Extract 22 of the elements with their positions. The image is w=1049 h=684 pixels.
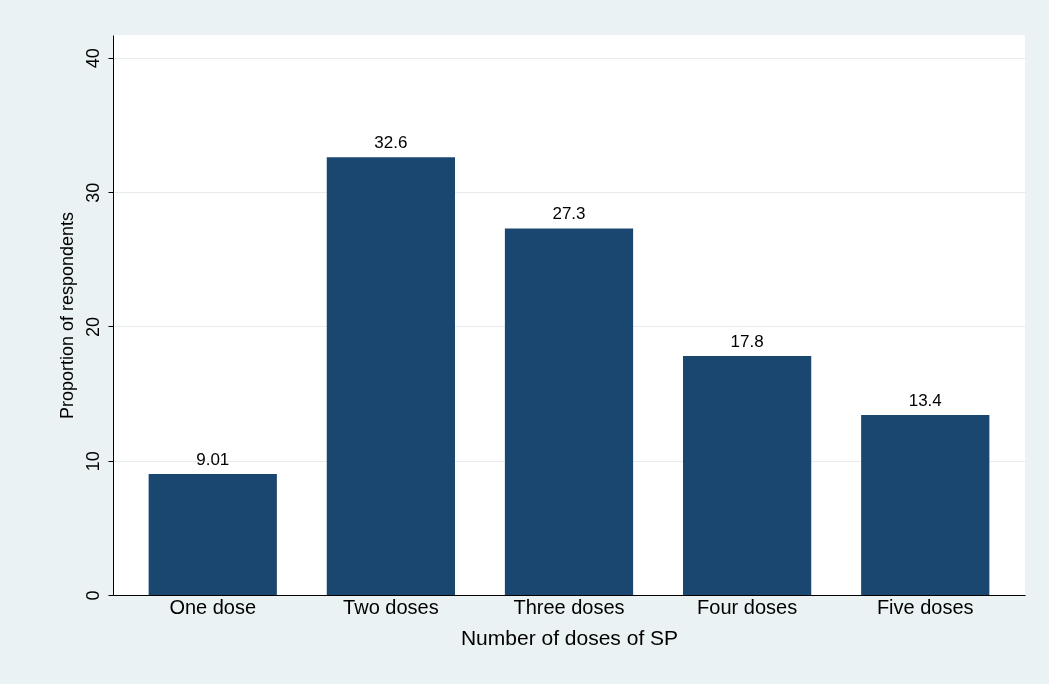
x-tick-label: Four doses xyxy=(697,595,798,618)
data-label: 13.4 xyxy=(908,391,942,411)
bar xyxy=(683,355,812,595)
data-label: 9.01 xyxy=(196,450,230,469)
y-tick-label: 30 xyxy=(82,182,103,203)
data-label: 32.6 xyxy=(374,133,408,153)
x-tick-label: One dose xyxy=(169,595,257,618)
y-tick-label: 40 xyxy=(82,48,103,69)
x-axis-title: Number of doses of SP xyxy=(460,625,679,649)
x-tick-label: Three doses xyxy=(513,595,625,618)
y-tick-label: 10 xyxy=(82,451,103,472)
x-tick-label: Five doses xyxy=(876,595,974,618)
y-axis-title: Proportion of respondents xyxy=(56,211,77,420)
y-tick-label: 20 xyxy=(82,316,103,337)
x-tick-label: Two doses xyxy=(343,595,439,618)
bar xyxy=(861,415,990,595)
data-label: 27.3 xyxy=(552,204,586,224)
data-label: 17.8 xyxy=(730,331,764,351)
y-tick-label: 0 xyxy=(82,590,103,601)
bar xyxy=(504,228,634,595)
bar xyxy=(148,474,277,595)
bar xyxy=(326,157,455,595)
